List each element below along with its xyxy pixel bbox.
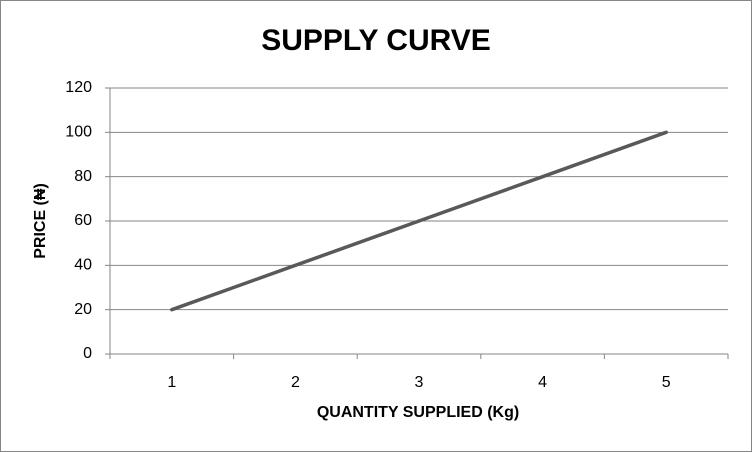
y-tick-label: 120	[65, 79, 92, 96]
x-axis-title: QUANTITY SUPPLIED (Kg)	[317, 404, 519, 421]
y-axis-title: PRICE (₦)	[32, 183, 49, 259]
y-tick-label: 100	[65, 124, 92, 141]
x-tick-label: 1	[167, 374, 176, 391]
y-tick-label: 40	[74, 257, 92, 274]
y-tick-label: 80	[74, 168, 92, 185]
y-tick-label: 60	[74, 212, 92, 229]
x-tick-label: 5	[662, 374, 671, 391]
x-tick-label: 4	[538, 374, 547, 391]
x-tick-label: 3	[415, 374, 424, 391]
data-line	[170, 130, 668, 312]
y-tick-label: 0	[83, 345, 92, 362]
x-tick-label: 2	[291, 374, 300, 391]
y-tick-label: 20	[74, 301, 92, 318]
chart-title: SUPPLY CURVE	[261, 24, 491, 57]
